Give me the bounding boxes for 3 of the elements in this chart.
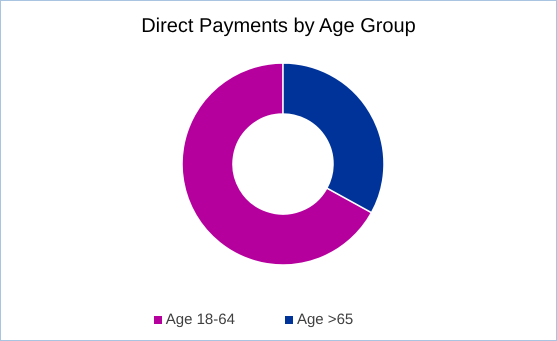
chart-title: Direct Payments by Age Group: [140, 15, 417, 38]
legend-label: Age >65: [296, 311, 354, 328]
legend-label: Age 18-64: [166, 311, 235, 328]
